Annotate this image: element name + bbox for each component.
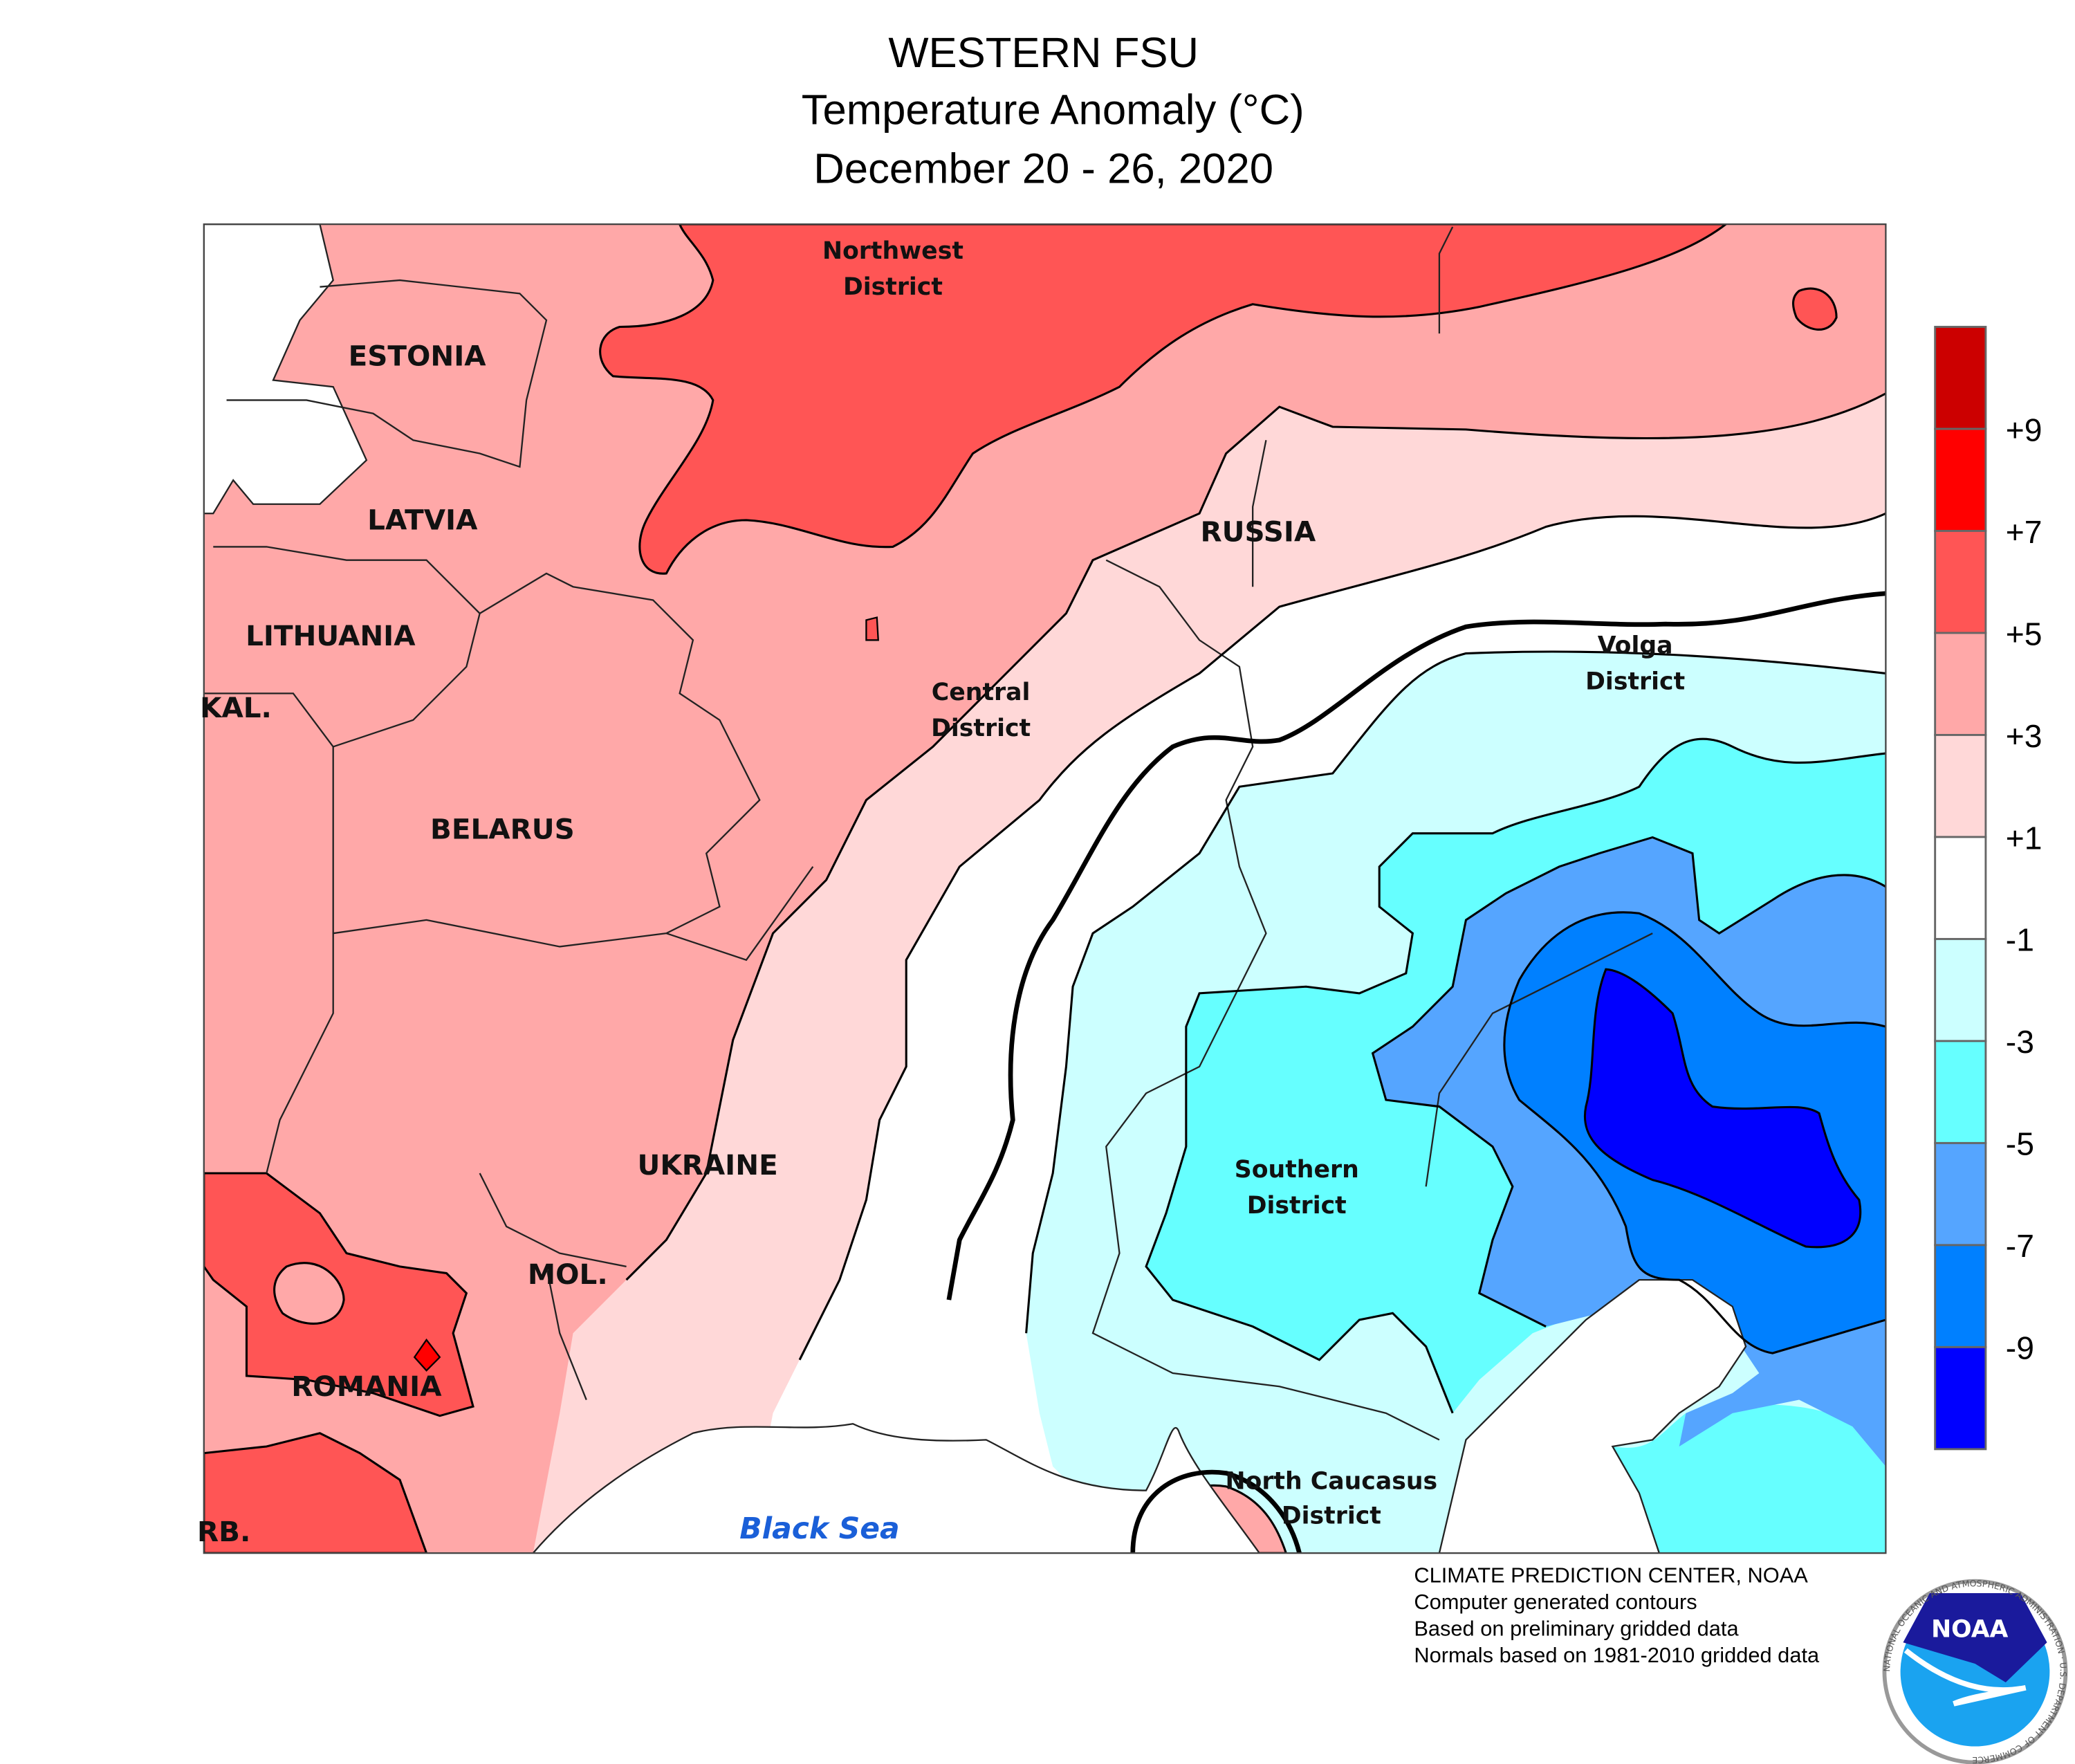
map-area <box>203 224 1886 1554</box>
azov-sea-and-caspian <box>1438 1278 1747 1554</box>
label-southern-district-1: Southern <box>1235 1156 1359 1184</box>
contour-minus7 <box>1503 911 1886 1354</box>
legend-tick-label: +1 <box>2006 820 2042 856</box>
legend-swatch <box>1934 1040 1987 1144</box>
label-northwest-district-2: District <box>843 273 943 301</box>
band-plus5-7-blob <box>1792 287 1838 331</box>
footer-line-3: Based on preliminary gridded data <box>1414 1617 1739 1641</box>
label-central-district-2: District <box>931 715 1031 742</box>
label-central-district-1: Central <box>932 679 1031 706</box>
band-plus5-7-north <box>599 224 1728 575</box>
legend-tick-label: -3 <box>2006 1024 2034 1060</box>
label-volga-district-1: Volga <box>1598 632 1673 660</box>
label-north-caucasus-district-2: District <box>1282 1503 1381 1530</box>
country-borders <box>203 226 1653 1441</box>
legend-swatch <box>1934 428 1987 532</box>
label-southern-district-2: District <box>1247 1192 1347 1220</box>
legend-tick-label: -7 <box>2006 1228 2034 1264</box>
legend-swatch <box>1934 1345 1987 1451</box>
color-legend: +9 +7 +5 +3 +1 -1 -3 -5 -7 -9 <box>1934 326 2042 1451</box>
legend-tick-label: +3 <box>2006 718 2042 754</box>
legend-tick-label: +9 <box>2006 412 2042 448</box>
label-belarus: BELARUS <box>430 812 575 845</box>
label-northwest-district-1: Northwest <box>822 237 963 265</box>
contour-minus1 <box>1025 650 1886 1334</box>
label-lithuania: LITHUANIA <box>246 619 416 652</box>
title-dates: December 20 - 26, 2020 <box>813 145 1273 192</box>
band-plus5-7-speck <box>865 616 879 641</box>
footer-line-2: Computer generated contours <box>1414 1590 1697 1614</box>
label-latvia: LATVIA <box>367 503 478 536</box>
legend-swatch <box>1934 1141 1987 1247</box>
contour-plus1 <box>798 512 1886 1361</box>
title-variable: Temperature Anomaly (°C) <box>802 86 1304 134</box>
band-plus5-7-southwest <box>203 1432 428 1554</box>
contour-minus3 <box>1145 737 1886 1414</box>
label-moldova: MOL. <box>528 1258 608 1291</box>
footer-line-4: Normals based on 1981-2010 gridded data <box>1414 1643 1820 1667</box>
label-romania: ROMANIA <box>291 1370 442 1403</box>
label-ukraine: UKRAINE <box>638 1148 778 1182</box>
legend-swatch <box>1934 632 1987 736</box>
legend-tick-label: +5 <box>2006 616 2042 652</box>
contour-minus5 <box>1371 836 1886 1327</box>
band-plus3-5-romania-pocket <box>273 1262 345 1325</box>
label-kaliningrad: KAL. <box>200 691 272 724</box>
band-below-minus9 <box>1583 968 1862 1249</box>
label-volga-district-2: District <box>1585 668 1685 696</box>
label-serbia: RB. <box>197 1515 250 1548</box>
noaa-logo-text: NOAA <box>1931 1616 2008 1644</box>
legend-swatch <box>1934 530 1987 634</box>
black-sea <box>532 1423 1261 1554</box>
legend-swatch <box>1934 836 1987 940</box>
legend-tick-label: -5 <box>2006 1126 2034 1162</box>
map-frame <box>203 223 1887 1554</box>
baltic-sea <box>203 224 368 515</box>
contour-zero <box>946 591 1886 1301</box>
label-estonia: ESTONIA <box>349 339 487 372</box>
title-region: WESTERN FSU <box>888 29 1199 77</box>
legend-swatch <box>1934 1244 1987 1348</box>
legend-swatch <box>1934 937 1987 1042</box>
legend-tick-label: +7 <box>2006 514 2042 550</box>
legend-tick-label: -1 <box>2006 922 2034 958</box>
label-north-caucasus-district-1: North Caucasus <box>1226 1468 1438 1496</box>
footer-line-1: CLIMATE PREDICTION CENTER, NOAA <box>1414 1563 1808 1588</box>
band-plus7-9-speck <box>413 1338 441 1372</box>
label-black-sea: Black Sea <box>739 1512 899 1545</box>
caucasus-contours <box>1130 1469 1302 1554</box>
label-russia: RUSSIA <box>1200 515 1316 549</box>
legend-swatch <box>1934 326 1987 430</box>
legend-swatch <box>1934 733 1987 838</box>
legend-tick-label: -9 <box>2006 1330 2034 1366</box>
contour-plus3 <box>625 392 1886 1281</box>
noaa-logo: NOAA NATIONAL OCEANIC AND ATMOSPHERIC AD… <box>1881 1578 2069 1764</box>
